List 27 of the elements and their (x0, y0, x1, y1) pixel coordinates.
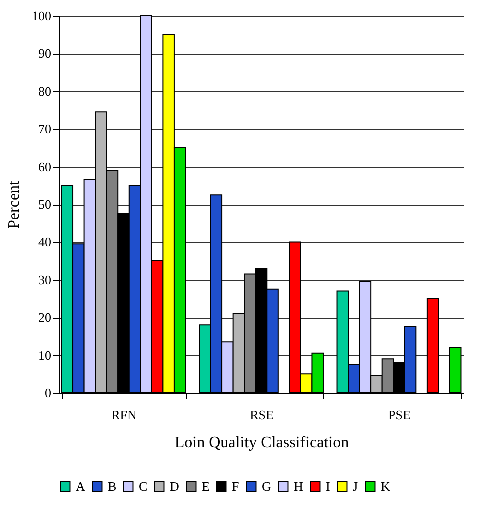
y-tick-label: 20 (38, 310, 52, 326)
x-tick-label: RFN (112, 408, 138, 422)
legend-label: C (139, 478, 148, 494)
legend-label: G (262, 478, 272, 494)
legend-label: E (202, 478, 210, 494)
y-tick-label: 100 (32, 8, 52, 24)
legend-label: H (294, 478, 304, 494)
y-tick-label: 70 (38, 122, 52, 137)
legend-label: J (353, 478, 358, 494)
legend-label: I (326, 478, 330, 494)
legend-label: F (232, 478, 240, 494)
y-tick-label: 60 (38, 159, 52, 174)
y-tick-label: 50 (38, 197, 52, 212)
y-tick-label: 10 (38, 348, 52, 363)
x-tick-label: RSE (250, 408, 274, 422)
x-axis-title: Loin Quality Classification (174, 434, 350, 452)
y-tick-label: 30 (38, 272, 52, 288)
x-tick-label: PSE (388, 408, 412, 422)
y-tick-label: 0 (45, 386, 52, 400)
legend-label: B (108, 478, 117, 494)
y-tick-label: 40 (38, 234, 52, 250)
y-tick-label: 80 (38, 84, 52, 99)
y-tick-label: 90 (38, 46, 52, 62)
y-axis-title: Percent (6, 180, 23, 229)
legend-label: A (76, 478, 86, 494)
legend-label: K (381, 478, 391, 494)
legend-label: D (170, 478, 180, 494)
